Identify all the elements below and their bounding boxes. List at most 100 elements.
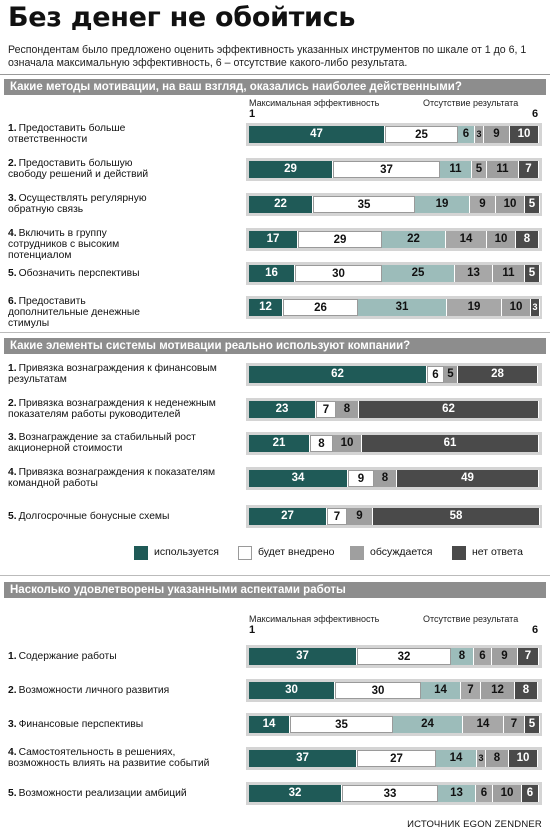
bar-segment: 9	[347, 508, 373, 525]
row-label: 3. Осуществлять регулярную обратную связь	[8, 193, 158, 215]
row-label: 3. Вознаграждение за стабильный рост акци…	[8, 432, 238, 454]
bar-segment: 7	[461, 682, 481, 699]
intro-text: Респондентам было предложено оценить эфф…	[8, 44, 527, 69]
bar-segment: 37	[249, 648, 357, 665]
legend-swatch-no-answer	[452, 546, 466, 560]
bar-segment: 5	[525, 716, 540, 733]
bar-segment: 30	[335, 682, 421, 699]
bar-segment: 9	[348, 470, 374, 487]
section-1-scale-max: 6	[532, 108, 539, 120]
bar-segment: 8	[336, 401, 359, 418]
bar-segment: 14	[421, 682, 461, 699]
bar-segment: 49	[397, 470, 539, 487]
row-number: 2.	[8, 398, 17, 409]
source-note: ИСТОЧНИК EGON ZENDNER	[407, 819, 542, 830]
stacked-bar: 21 8 10 61	[246, 432, 542, 455]
bar-segment: 5	[472, 161, 487, 178]
bar-segment: 11	[487, 161, 519, 178]
section-1-scale-left: Максимальная эффективность	[249, 98, 380, 108]
stacked-bar: 12 26 31 19 10 3	[246, 296, 542, 319]
legend-swatch-used	[134, 546, 148, 560]
bar-segment: 9	[470, 196, 496, 213]
bar-segment: 30	[249, 682, 335, 699]
bar-segment: 33	[342, 785, 438, 802]
bar-segment: 10	[493, 785, 522, 802]
row-label: 2. Предоставить большую свободу решений и…	[8, 158, 158, 180]
divider	[0, 332, 550, 333]
bar-segment: 10	[496, 196, 525, 213]
bar-segment: 6	[474, 648, 492, 665]
bar-segment: 25	[382, 265, 455, 282]
bar-segment: 6	[427, 366, 444, 383]
row-label-text: Обозначить перспективы	[18, 268, 140, 279]
row-label-text: Осуществлять регулярную обратную связь	[8, 193, 147, 215]
bar-segment: 23	[249, 401, 316, 418]
bar-segment: 3	[475, 126, 484, 143]
legend: используется будет внедрено обсуждается …	[134, 545, 550, 563]
stacked-bar: 22 35 19 9 10 5	[246, 193, 542, 216]
bar-segment: 5	[525, 265, 540, 282]
bar-segment: 8	[374, 470, 397, 487]
bar-segment: 19	[447, 299, 502, 316]
row-label: 2. Возможности личного развития	[8, 685, 238, 696]
section-3-scale-right: Отсутствие результата	[423, 614, 519, 624]
stacked-bar: 30 30 14 7 12 8	[246, 679, 542, 702]
bar-segment: 7	[327, 508, 347, 525]
stacked-bar: 27 7 9 58	[246, 505, 542, 528]
row-label: 1. Содержание работы	[8, 651, 238, 662]
row-label-text: Предоставить большую свободу решений и д…	[8, 158, 149, 180]
row-label: 6. Предоставить дополнительные денежные с…	[8, 296, 158, 329]
row-number: 1.	[8, 123, 17, 134]
row-number: 5.	[8, 268, 17, 279]
bar-segment: 30	[295, 265, 382, 282]
bar-segment: 16	[249, 265, 295, 282]
bar-segment: 7	[519, 161, 539, 178]
row-label-text: Возможности реализации амбиций	[18, 788, 187, 799]
bar-segment: 8	[310, 435, 333, 452]
bar-segment: 24	[393, 716, 463, 733]
section-1-scale-min: 1	[249, 108, 256, 120]
row-number: 2.	[8, 685, 17, 696]
row-label-text: Содержание работы	[18, 651, 117, 662]
bar-segment: 29	[249, 161, 333, 178]
bar-segment: 11	[493, 265, 525, 282]
row-number: 4.	[8, 228, 17, 239]
divider	[0, 575, 550, 576]
bar-segment: 13	[455, 265, 493, 282]
bar-segment: 27	[357, 750, 436, 767]
bar-segment: 8	[451, 648, 474, 665]
section-1-header: Какие методы мотивации, на ваш взгляд, о…	[4, 79, 546, 95]
row-number: 3.	[8, 432, 17, 443]
row-label-text: Финансовые перспективы	[18, 719, 144, 730]
bar-segment: 11	[440, 161, 472, 178]
bar-segment: 47	[249, 126, 385, 143]
bar-segment: 5	[525, 196, 540, 213]
bar-segment: 14	[436, 750, 477, 767]
row-number: 3.	[8, 193, 17, 204]
bar-segment: 27	[249, 508, 327, 525]
bar-segment: 62	[359, 401, 539, 418]
bar-segment: 13	[438, 785, 476, 802]
section-3-scale-max: 6	[532, 624, 539, 636]
stacked-bar: 37 32 8 6 9 7	[246, 645, 542, 668]
row-number: 5.	[8, 788, 17, 799]
section-2-header: Какие элементы системы мотивации реально…	[4, 338, 546, 354]
row-label-text: Включить в группу сотрудников с высоким …	[8, 228, 120, 261]
bar-segment: 12	[249, 299, 283, 316]
section-1-scale-right: Отсутствие результата	[423, 98, 519, 108]
row-number: 6.	[8, 296, 17, 307]
row-number: 5.	[8, 511, 17, 522]
row-label-text: Долгосрочные бонусные схемы	[18, 511, 170, 522]
row-label: 2. Привязка вознаграждения к неденежным п…	[8, 398, 238, 420]
bar-segment: 14	[463, 716, 504, 733]
row-label-text: Возможности личного развития	[18, 685, 170, 696]
bar-segment: 17	[249, 231, 298, 248]
row-label-text: Привязка вознаграждения к показателям ко…	[8, 467, 216, 489]
row-number: 1.	[8, 363, 17, 374]
stacked-bar: 17 29 22 14 10 8	[246, 228, 542, 251]
row-label-text: Привязка вознаграждения к финансовым рез…	[8, 363, 217, 385]
stacked-bar: 62 6 5 28	[246, 363, 542, 386]
bar-segment: 10	[487, 231, 516, 248]
bar-segment: 19	[415, 196, 470, 213]
